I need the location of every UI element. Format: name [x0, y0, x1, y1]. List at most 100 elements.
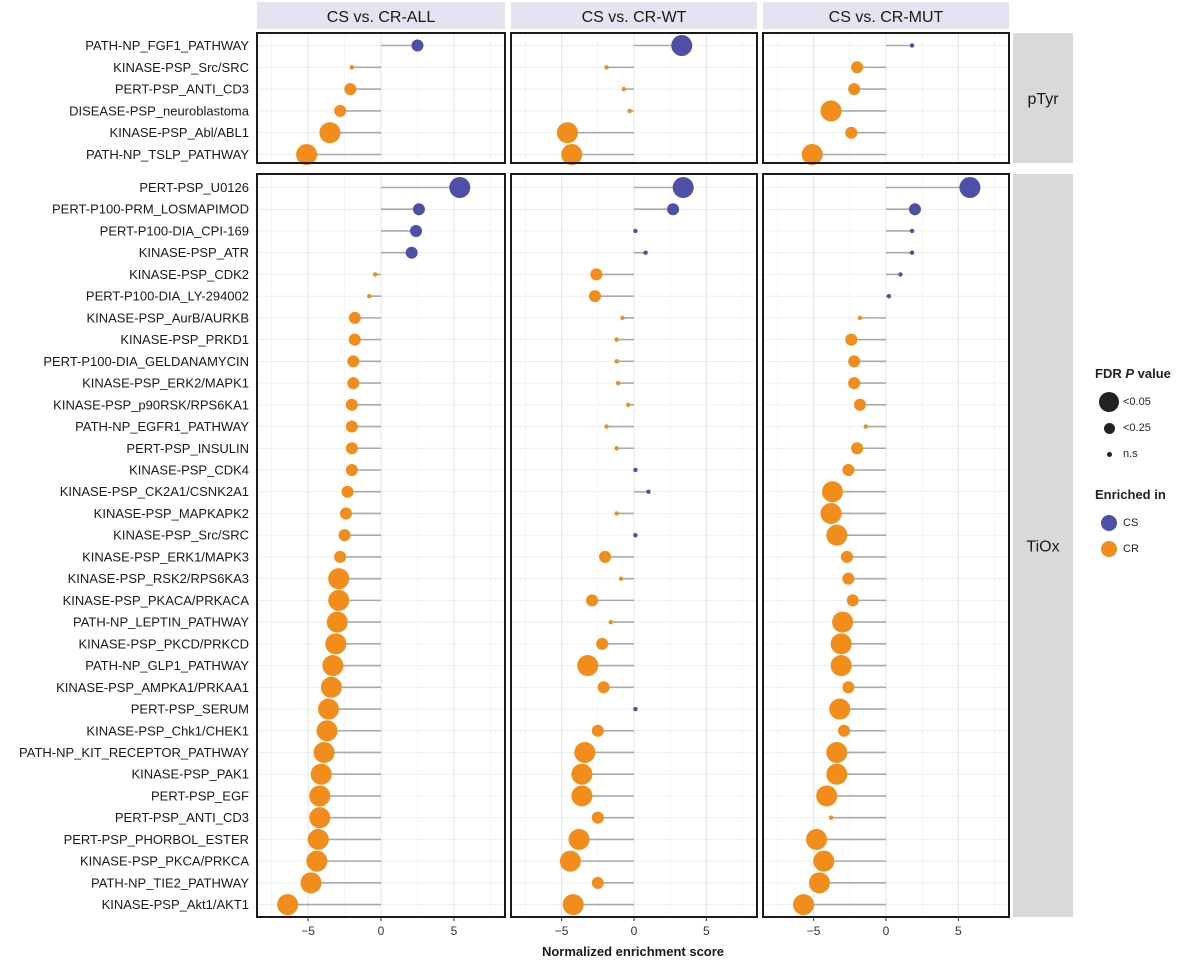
data-point [830, 633, 852, 655]
category-label: PATH-NP_EGFR1_PATHWAY [75, 419, 249, 434]
data-point [412, 203, 425, 216]
category-label: PATH-NP_LEPTIN_PATHWAY [73, 615, 249, 630]
data-point [643, 250, 648, 255]
category-label: PERT-P100-DIA_CPI-169 [100, 223, 249, 238]
data-point [310, 763, 332, 785]
data-point [320, 676, 342, 698]
row-strip [1013, 33, 1073, 163]
data-point [309, 785, 331, 807]
data-point [561, 144, 583, 165]
category-label: KINASE-PSP_Abl/ABL1 [110, 125, 249, 140]
data-point [667, 203, 680, 216]
data-point [826, 763, 848, 785]
data-point [614, 446, 619, 451]
data-point [909, 250, 915, 255]
data-point [316, 720, 338, 742]
data-point [842, 463, 855, 476]
color-legend: Enriched in CS CR [1095, 487, 1193, 562]
data-point [826, 524, 848, 546]
data-point [908, 203, 921, 216]
data-point [328, 589, 350, 611]
data-point [313, 741, 335, 763]
data-point [614, 359, 619, 364]
data-point [410, 224, 423, 237]
data-point [848, 83, 861, 96]
data-point [348, 333, 361, 346]
data-point [820, 100, 842, 122]
data-point [405, 246, 418, 259]
size-legend-item: <0.25 [1095, 415, 1193, 441]
data-point [608, 619, 614, 625]
size-legend-label: n.s [1123, 448, 1138, 460]
data-point [851, 61, 864, 74]
data-point [348, 311, 361, 324]
color-legend-label: CR [1123, 543, 1139, 555]
row-strip [1013, 174, 1073, 917]
category-label: PERT-PSP_U0126 [139, 180, 249, 195]
category-label: PATH-NP_FGF1_PATHWAY [85, 38, 249, 53]
data-point [851, 442, 864, 455]
data-point [614, 337, 619, 342]
category-label: KINASE-PSP_p90RSK/RPS6KA1 [53, 397, 249, 412]
category-label: PATH-NP_GLP1_PATHWAY [85, 658, 249, 673]
data-point [886, 293, 892, 299]
data-point [626, 402, 631, 407]
data-point [325, 633, 347, 655]
data-point [853, 398, 866, 411]
data-point [793, 894, 815, 916]
data-point [845, 333, 858, 346]
category-label: KINASE-PSP_Src/SRC [113, 60, 249, 75]
category-label: KINASE-PSP_RSK2/RPS6KA3 [68, 571, 249, 586]
category-label: KINASE-PSP_CDK2 [129, 267, 249, 282]
data-point [813, 850, 835, 872]
data-point [349, 65, 355, 70]
data-point [345, 463, 358, 476]
data-point [347, 355, 360, 368]
panel-border [256, 32, 506, 164]
x-tick-label: 5 [703, 924, 710, 938]
data-point [671, 35, 693, 56]
size-legend: FDR P value <0.05 <0.25 n.s [1095, 366, 1193, 467]
data-point [808, 872, 830, 894]
data-point [863, 424, 868, 429]
data-point [596, 637, 609, 650]
data-point [633, 467, 638, 473]
category-label: KINASE-PSP_Chk1/CHEK1 [86, 723, 249, 738]
data-point [599, 550, 612, 563]
category-label: PATH-NP_TIE2_PATHWAY [91, 875, 249, 890]
category-label: PERT-P100-PRM_LOSMAPIMOD [52, 202, 249, 217]
data-point [411, 39, 424, 52]
panel-border [510, 32, 758, 164]
category-label: KINASE-PSP_MAPKAPK2 [94, 506, 249, 521]
cs-color-key [1101, 515, 1117, 531]
category-label: KINASE-PSP_PKACA/PRKACA [63, 593, 250, 608]
column-header-strip [763, 2, 1009, 29]
category-label: KINASE-PSP_AMPKA1/PRKAA1 [56, 680, 249, 695]
data-point [820, 502, 842, 524]
data-point [646, 489, 651, 494]
data-point [277, 894, 299, 916]
category-label: PERT-P100-DIA_GELDANAMYCIN [43, 354, 249, 369]
data-point [574, 741, 596, 763]
category-label: KINASE-PSP_CK2A1/CSNK2A1 [60, 484, 249, 499]
column-header-label: CS vs. CR-MUT [829, 9, 944, 26]
data-point [615, 380, 621, 386]
data-point [449, 177, 471, 198]
data-point [562, 894, 584, 916]
data-point [620, 315, 625, 321]
category-label: KINASE-PSP_PKCA/PRKCA [80, 854, 249, 869]
data-point [591, 876, 604, 889]
data-point [591, 811, 604, 824]
data-point [322, 655, 344, 677]
data-point [842, 572, 855, 585]
category-label: PATH-NP_TSLP_PATHWAY [86, 147, 249, 162]
x-axis-title: Normalized enrichment score [542, 944, 724, 959]
data-point [959, 177, 981, 198]
data-point [307, 828, 329, 850]
legend: FDR P value <0.05 <0.25 n.s Enriched in … [1095, 366, 1193, 582]
data-point [339, 507, 352, 520]
data-point [909, 228, 915, 234]
data-point [328, 568, 350, 590]
data-point [832, 611, 854, 633]
